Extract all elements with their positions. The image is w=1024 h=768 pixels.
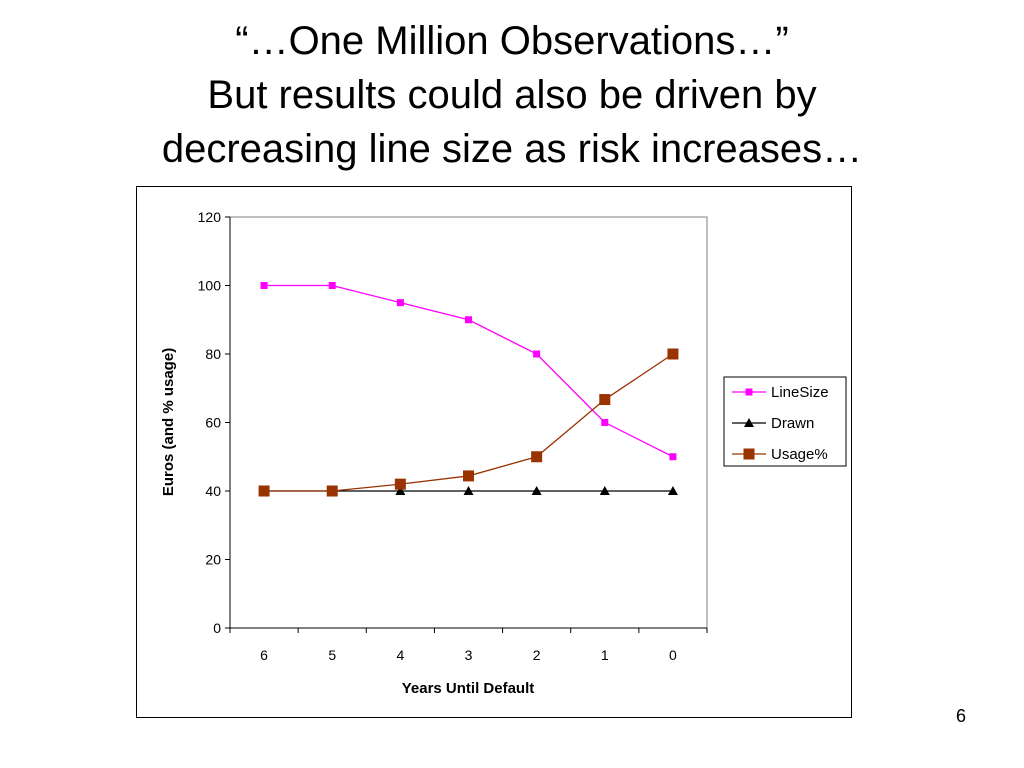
y-tick-label: 80 [205, 346, 221, 362]
marker-linesize [669, 453, 677, 461]
marker-usage [463, 470, 474, 482]
y-tick-label: 40 [205, 483, 221, 499]
marker-legend-linesize [745, 388, 753, 396]
marker-linesize [260, 282, 268, 289]
series-layer [258, 282, 679, 497]
x-axis-label: Years Until Default [402, 680, 535, 697]
y-axis-label: Euros (and % usage) [160, 348, 177, 496]
marker-drawn [531, 486, 542, 495]
series-linesize [260, 282, 677, 461]
marker-legend-usage [743, 448, 755, 460]
marker-usage [258, 485, 270, 497]
marker-linesize [328, 282, 336, 289]
chart-frame [136, 186, 852, 718]
axes: 0 20 40 60 80 100 120 6 5 4 3 2 1 0 [198, 209, 708, 663]
marker-drawn [599, 486, 610, 495]
line-chart: 0 20 40 60 80 100 120 6 5 4 3 2 1 0 Years Until Defau… [160, 209, 847, 697]
slide-title: “…One Million Observations…” But results… [0, 14, 1024, 176]
marker-usage [599, 394, 611, 406]
x-tick-label: 3 [465, 647, 473, 663]
marker-usage [531, 451, 543, 463]
marker-legend-drawn [744, 418, 754, 427]
y-tick-label: 0 [213, 620, 221, 636]
marker-drawn [395, 486, 406, 495]
y-tick-label: 100 [198, 278, 222, 294]
marker-linesize [465, 316, 472, 324]
marker-linesize [601, 419, 609, 426]
plot-area [229, 216, 708, 629]
legend-label-linesize: LineSize [771, 384, 829, 401]
x-tick-label: 2 [533, 647, 541, 663]
marker-linesize [533, 350, 541, 358]
legend-label-usage: Usage% [771, 446, 828, 463]
y-tick-label: 120 [198, 209, 222, 225]
x-tick-label: 6 [260, 647, 268, 663]
marker-drawn [667, 486, 678, 495]
x-tick-label: 4 [396, 647, 404, 663]
y-tick-label: 60 [205, 415, 221, 431]
page-number: 6 [955, 706, 966, 726]
marker-drawn [463, 486, 474, 495]
marker-usage [394, 478, 406, 490]
x-tick-label: 1 [601, 647, 609, 663]
title-line-2: But results could also be driven by [207, 73, 817, 117]
title-line-3: decreasing line size as risk increases… [161, 127, 863, 171]
marker-usage [667, 348, 679, 360]
legend-label-drawn: Drawn [771, 415, 814, 432]
x-tick-label: 0 [669, 647, 677, 663]
y-tick-label: 20 [205, 552, 221, 568]
legend: LineSize Drawn Usage% [723, 376, 847, 467]
marker-linesize [396, 299, 404, 307]
series-usage [258, 348, 679, 497]
marker-usage [326, 485, 338, 497]
legend-items: LineSize Drawn Usage% [732, 384, 829, 463]
x-tick-label: 5 [328, 647, 336, 663]
title-line-1: “…One Million Observations…” [235, 19, 789, 63]
